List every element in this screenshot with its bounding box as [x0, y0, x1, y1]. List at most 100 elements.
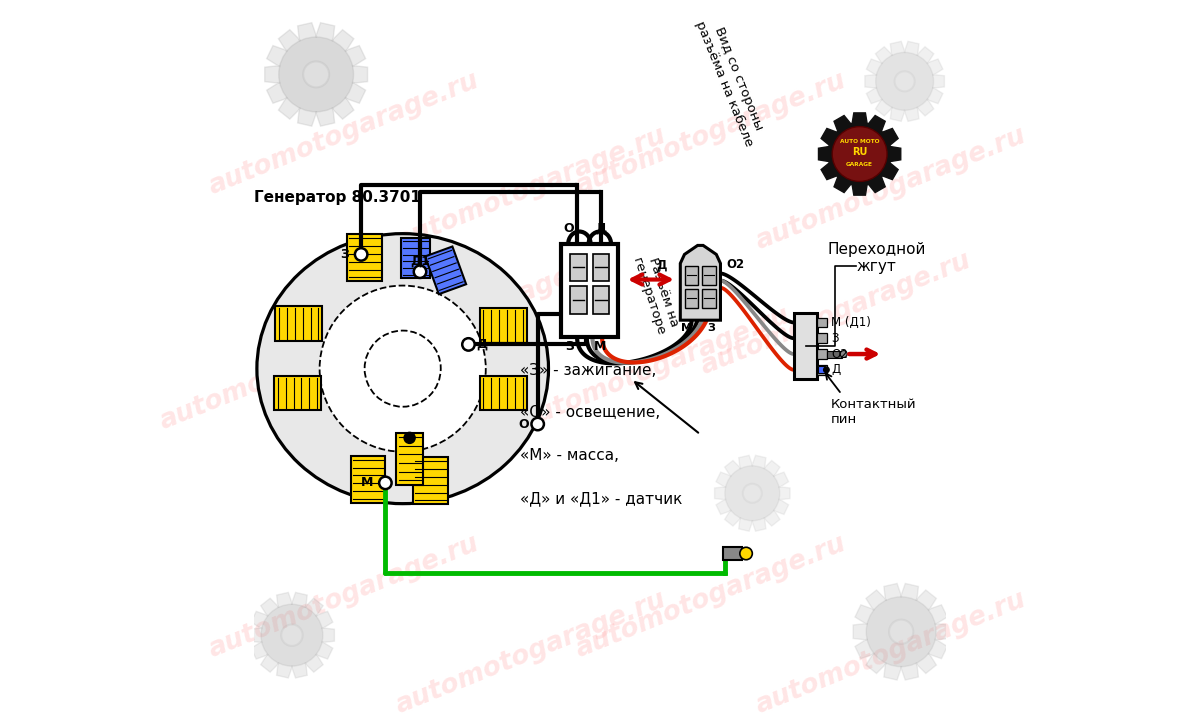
Polygon shape	[882, 163, 898, 180]
Text: З: З	[707, 323, 715, 333]
Circle shape	[304, 61, 329, 87]
Polygon shape	[821, 163, 836, 180]
Text: automotogarage.ru: automotogarage.ru	[336, 247, 614, 379]
Text: О2: О2	[832, 347, 848, 360]
Text: З: З	[565, 340, 575, 353]
Bar	[702, 266, 716, 285]
Polygon shape	[425, 247, 466, 294]
Bar	[685, 289, 698, 308]
Polygon shape	[350, 456, 385, 503]
Text: О: О	[518, 418, 529, 430]
Text: З: З	[832, 332, 839, 345]
Circle shape	[823, 367, 829, 373]
Text: automotogarage.ru: automotogarage.ru	[751, 586, 1030, 719]
Circle shape	[840, 351, 847, 357]
Text: automotogarage.ru: automotogarage.ru	[391, 586, 670, 719]
Text: Д1: Д1	[410, 254, 430, 267]
Bar	[570, 253, 587, 281]
Text: «О» - освещение,: «О» - освещение,	[521, 405, 661, 421]
Circle shape	[404, 432, 415, 443]
Circle shape	[365, 331, 440, 407]
Text: М (Д1): М (Д1)	[832, 316, 871, 329]
Text: automotogarage.ru: automotogarage.ru	[516, 302, 794, 435]
Bar	[593, 253, 610, 281]
Bar	[817, 333, 827, 343]
Polygon shape	[852, 113, 868, 123]
Text: Разъём на
генераторе: Разъём на генераторе	[630, 251, 682, 337]
Circle shape	[828, 122, 892, 186]
Text: Генератор 80.3701: Генератор 80.3701	[254, 191, 421, 205]
Text: Д: Д	[476, 338, 488, 351]
Circle shape	[278, 37, 354, 112]
Circle shape	[725, 466, 780, 521]
Bar	[570, 286, 587, 314]
Polygon shape	[347, 234, 382, 282]
Text: «М» - масса,: «М» - масса,	[521, 448, 619, 464]
Bar	[817, 349, 827, 359]
Polygon shape	[834, 177, 851, 192]
Text: automotogarage.ru: automotogarage.ru	[156, 302, 434, 435]
Polygon shape	[265, 23, 367, 126]
Circle shape	[379, 477, 391, 489]
Polygon shape	[869, 177, 886, 192]
Circle shape	[833, 127, 887, 181]
Text: О: О	[563, 221, 574, 234]
Bar	[722, 547, 742, 561]
Text: AUTO MOTO: AUTO MOTO	[840, 139, 880, 144]
Polygon shape	[480, 309, 527, 343]
Bar	[794, 313, 817, 379]
Text: automotogarage.ru: automotogarage.ru	[751, 122, 1030, 255]
Polygon shape	[250, 593, 335, 678]
Text: automotogarage.ru: automotogarage.ru	[571, 67, 850, 199]
Text: automotogarage.ru: automotogarage.ru	[205, 531, 482, 663]
Bar	[593, 286, 610, 314]
Text: Контактный
пин: Контактный пин	[832, 398, 917, 427]
Circle shape	[462, 339, 475, 351]
Text: М: М	[682, 323, 692, 333]
Polygon shape	[715, 455, 790, 531]
Text: Вид со стороны
разъёма на кабеле: Вид со стороны разъёма на кабеле	[694, 14, 769, 149]
Text: О2: О2	[726, 258, 744, 272]
Text: automotogarage.ru: automotogarage.ru	[571, 531, 850, 663]
Polygon shape	[274, 376, 320, 410]
Text: Переходной
жгут: Переходной жгут	[828, 242, 926, 274]
Polygon shape	[401, 238, 430, 278]
Polygon shape	[869, 116, 886, 131]
Text: automotogarage.ru: automotogarage.ru	[391, 122, 670, 255]
Text: Д: Д	[595, 221, 606, 234]
Bar	[562, 244, 618, 338]
Circle shape	[743, 483, 762, 503]
Circle shape	[532, 418, 544, 430]
Polygon shape	[275, 306, 323, 341]
Polygon shape	[890, 146, 901, 162]
Polygon shape	[480, 376, 527, 410]
Polygon shape	[865, 41, 944, 122]
Bar	[685, 266, 698, 285]
Bar	[817, 317, 827, 328]
Text: М: М	[361, 476, 373, 489]
Text: automotogarage.ru: automotogarage.ru	[205, 67, 482, 199]
Circle shape	[866, 597, 936, 667]
Text: RU: RU	[852, 147, 868, 157]
Circle shape	[876, 52, 934, 110]
Polygon shape	[852, 185, 868, 195]
Text: З: З	[340, 248, 349, 261]
Polygon shape	[818, 146, 829, 162]
Circle shape	[319, 285, 486, 452]
Text: GARAGE: GARAGE	[846, 162, 874, 167]
Text: «Д» и «Д1» - датчик: «Д» и «Д1» - датчик	[521, 491, 683, 506]
Circle shape	[414, 266, 426, 278]
Polygon shape	[680, 245, 720, 320]
Bar	[702, 289, 716, 308]
Bar	[818, 366, 826, 373]
Text: automotogarage.ru: automotogarage.ru	[696, 247, 974, 379]
Circle shape	[281, 625, 302, 646]
Polygon shape	[882, 128, 898, 145]
Circle shape	[262, 604, 323, 666]
Text: «З» - зажигание,: «З» - зажигание,	[521, 363, 656, 378]
Text: Д: Д	[832, 363, 840, 376]
Polygon shape	[396, 432, 422, 485]
Bar	[827, 351, 842, 357]
Circle shape	[894, 71, 914, 92]
Circle shape	[889, 620, 913, 644]
